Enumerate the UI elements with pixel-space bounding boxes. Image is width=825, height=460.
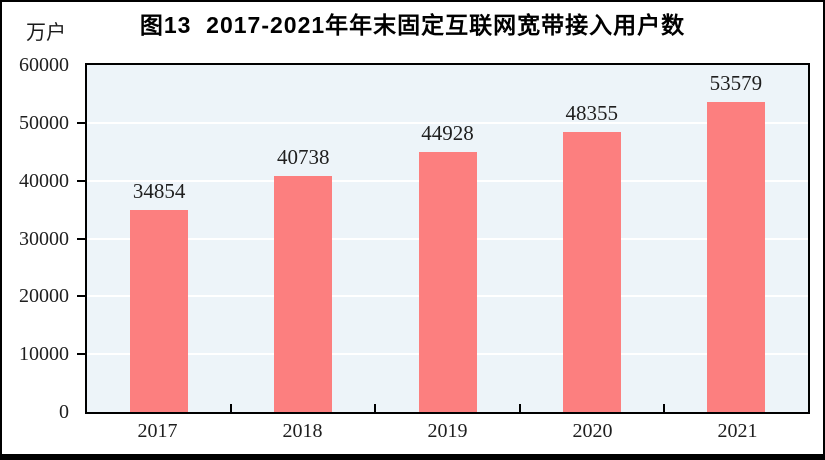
y-axis-tick-label: 40000 <box>19 169 69 192</box>
bar-2021 <box>706 102 765 412</box>
bar-value-label: 44928 <box>421 121 474 146</box>
bar-2019 <box>418 152 477 412</box>
chart-title: 图13 2017-2021年年末固定互联网宽带接入用户数 <box>139 12 686 38</box>
bar-2018 <box>274 176 333 412</box>
bar-2017 <box>130 210 189 412</box>
bar-value-label: 53579 <box>709 71 763 96</box>
x-axis-tick-label: 2017 <box>137 420 178 442</box>
y-axis-tick-label: 50000 <box>19 111 69 134</box>
x-axis-tick-label: 2018 <box>282 420 323 442</box>
x-axis-tick-label: 2019 <box>427 420 468 442</box>
plot-area: 34854 40738 44928 48355 53579 <box>85 63 810 414</box>
x-axis-tick-label: 2020 <box>572 420 613 442</box>
y-axis-tick <box>77 121 85 124</box>
y-axis-tick-label: 10000 <box>19 343 69 366</box>
x-axis-tick <box>374 404 377 412</box>
x-axis-tick <box>230 404 233 412</box>
y-axis-tick-label: 60000 <box>19 54 69 76</box>
bar-value-label: 48355 <box>565 101 618 126</box>
y-axis-unit-label: 万户 <box>26 22 66 44</box>
y-axis-tick <box>77 353 85 356</box>
y-axis-tick <box>77 179 85 182</box>
y-axis-tick-label: 20000 <box>19 285 69 308</box>
bar-2020 <box>562 132 621 412</box>
bar-value-label: 34854 <box>132 179 186 204</box>
y-axis-tick <box>77 237 85 240</box>
x-axis-tick <box>518 404 521 412</box>
x-axis-tick-label: 2021 <box>717 420 758 442</box>
gridline <box>87 121 808 124</box>
x-axis-tick <box>662 404 665 412</box>
y-axis-tick-label: 30000 <box>19 227 69 250</box>
bar-value-label: 40738 <box>277 145 330 170</box>
y-axis-tick <box>77 295 85 298</box>
y-axis-tick-label: 0 <box>59 401 69 423</box>
